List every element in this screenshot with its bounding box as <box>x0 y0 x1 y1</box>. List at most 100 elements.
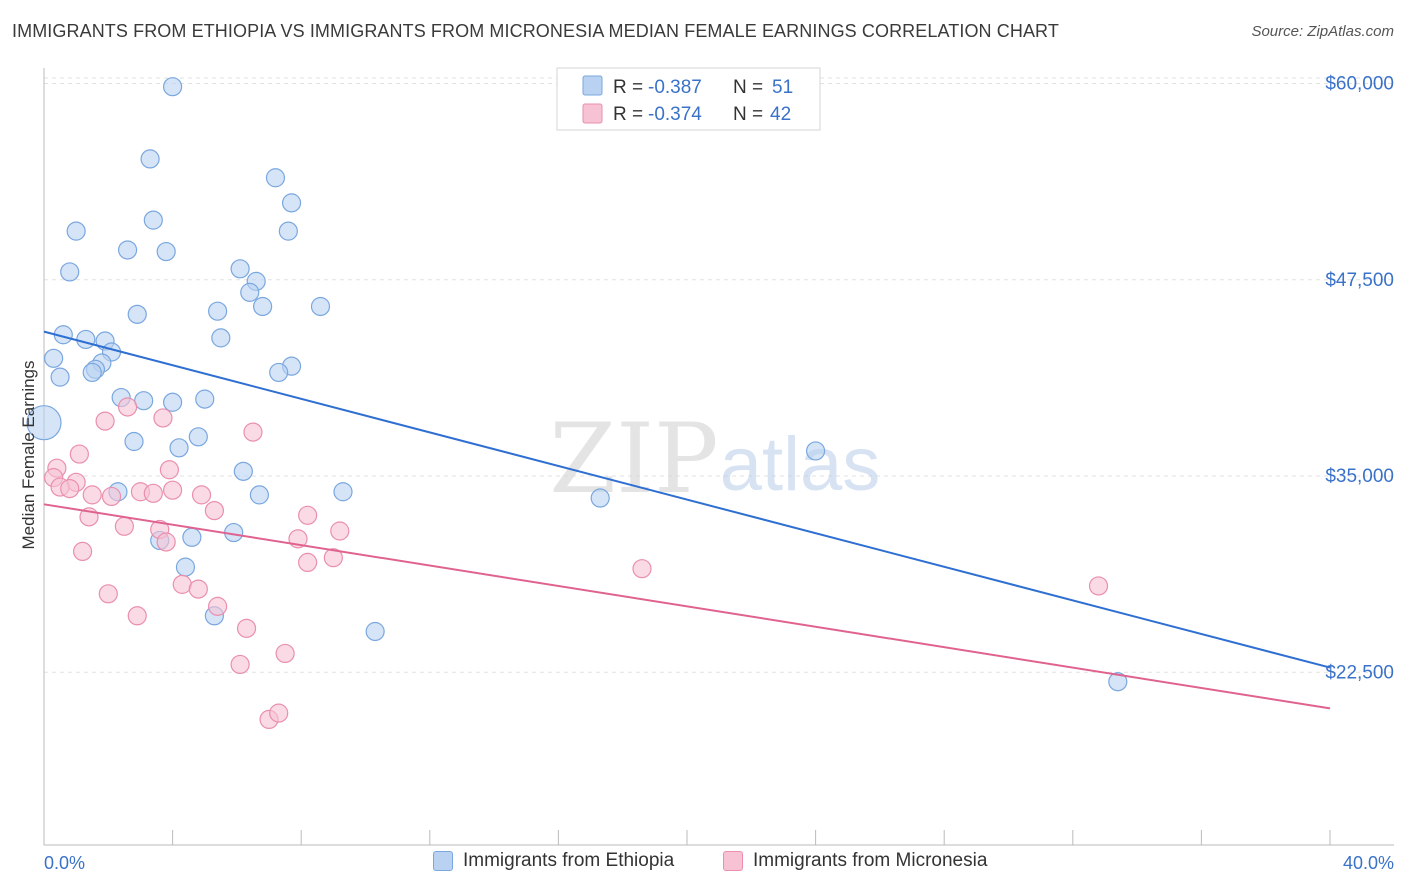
point-micronesia <box>127 606 147 626</box>
point-ethiopia <box>76 329 96 350</box>
y-tick-label: $47,500 <box>1325 270 1394 291</box>
point-ethiopia <box>253 296 273 317</box>
point-ethiopia <box>1108 672 1128 692</box>
trend-line-ethiopia <box>43 330 1331 669</box>
point-ethiopia <box>590 488 610 508</box>
point-ethiopia <box>333 482 353 502</box>
point-ethiopia <box>82 362 102 383</box>
point-micronesia <box>330 521 350 541</box>
point-micronesia <box>153 408 173 428</box>
legend-swatch-micronesia <box>723 851 743 871</box>
point-micronesia <box>69 444 89 464</box>
legend-item-ethiopia[interactable]: Immigrants from Ethiopia <box>433 850 674 872</box>
point-micronesia <box>95 411 115 431</box>
watermark: ZIP atlas <box>549 403 880 515</box>
point-micronesia <box>230 654 250 675</box>
point-micronesia <box>298 505 318 525</box>
point-micronesia <box>204 500 224 521</box>
point-ethiopia <box>805 441 826 461</box>
stats-legend-n-label: N = <box>733 104 763 125</box>
stats-legend-r-label: R = <box>613 104 643 125</box>
point-micronesia <box>117 397 138 417</box>
point-ethiopia <box>265 168 286 188</box>
point-micronesia <box>323 548 343 568</box>
x-tick-labels: 0.0% 40.0% <box>44 853 1394 873</box>
point-micronesia <box>159 460 179 480</box>
point-ethiopia <box>26 405 62 441</box>
legend-swatch-ethiopia <box>433 851 453 871</box>
point-micronesia <box>101 486 122 507</box>
point-ethiopia <box>140 149 160 169</box>
point-micronesia <box>269 703 289 723</box>
watermark-atlas: atlas <box>720 422 881 507</box>
point-micronesia <box>98 584 118 604</box>
point-micronesia <box>191 485 212 505</box>
point-ethiopia <box>175 557 196 577</box>
point-ethiopia <box>188 427 208 447</box>
point-micronesia <box>114 516 134 536</box>
stats-legend-r-value: -0.387 <box>648 77 702 98</box>
grid-lines <box>44 77 1394 673</box>
point-micronesia <box>188 579 208 599</box>
point-micronesia <box>72 541 93 562</box>
legend-label-ethiopia: Immigrants from Ethiopia <box>463 850 675 871</box>
point-micronesia <box>208 596 228 616</box>
point-ethiopia <box>310 296 331 317</box>
point-ethiopia <box>156 241 176 262</box>
point-ethiopia <box>117 240 138 260</box>
y-tick-label: $60,000 <box>1325 74 1394 95</box>
y-tick-label: $22,500 <box>1325 662 1394 683</box>
point-ethiopia <box>240 282 260 302</box>
stats-legend-n-value: 42 <box>770 104 791 125</box>
point-micronesia <box>60 479 80 499</box>
point-ethiopia <box>134 391 154 411</box>
point-ethiopia <box>208 301 228 321</box>
x-tick-label-min: 0.0% <box>44 853 85 873</box>
point-micronesia <box>298 552 318 573</box>
legend-item-micronesia[interactable]: Immigrants from Micronesia <box>723 850 987 872</box>
chart-title: IMMIGRANTS FROM ETHIOPIA VS IMMIGRANTS F… <box>12 21 1059 41</box>
stats-legend: R = -0.387 N = 51 R = -0.374 N = 42 <box>556 67 821 131</box>
point-ethiopia <box>278 221 298 241</box>
point-ethiopia <box>365 621 385 642</box>
point-ethiopia <box>211 328 231 348</box>
stats-legend-r-value: -0.374 <box>648 104 702 125</box>
point-micronesia <box>82 485 102 505</box>
point-micronesia <box>172 574 192 594</box>
trend-lines <box>43 330 1331 710</box>
point-ethiopia <box>163 392 183 412</box>
y-axis-label: Median Female Earnings <box>19 361 38 550</box>
point-micronesia <box>1088 576 1109 596</box>
point-ethiopia <box>182 527 202 547</box>
point-micronesia <box>143 483 163 503</box>
point-ethiopia <box>169 438 189 458</box>
point-ethiopia <box>281 193 302 213</box>
point-ethiopia <box>60 262 80 282</box>
point-ethiopia <box>44 348 64 368</box>
point-ethiopia <box>66 221 86 241</box>
point-ethiopia <box>233 461 253 481</box>
point-ethiopia <box>195 389 215 409</box>
stats-legend-swatch-micronesia <box>582 103 603 124</box>
y-tick-label: $35,000 <box>1325 466 1394 487</box>
point-ethiopia <box>143 210 163 230</box>
axes <box>43 68 1394 846</box>
legend-label-micronesia: Immigrants from Micronesia <box>753 850 988 871</box>
point-micronesia <box>236 618 257 638</box>
bottom-legend: Immigrants from Ethiopia Immigrants from… <box>0 850 1406 878</box>
point-micronesia <box>275 643 295 664</box>
point-ethiopia <box>163 77 183 97</box>
point-ethiopia <box>50 367 70 387</box>
point-micronesia <box>163 480 183 500</box>
point-ethiopia <box>249 485 270 505</box>
point-ethiopia <box>127 304 147 324</box>
point-ethiopia <box>124 431 144 452</box>
chart-source: Source: ZipAtlas.com <box>1251 23 1394 40</box>
y-tick-labels: $22,500 $35,000 $47,500 $60,000 <box>1325 74 1394 684</box>
point-micronesia <box>632 559 652 579</box>
point-micronesia <box>243 422 263 442</box>
x-tick-label-max: 40.0% <box>1343 853 1394 873</box>
point-micronesia <box>156 532 176 552</box>
data-points <box>26 77 1128 730</box>
